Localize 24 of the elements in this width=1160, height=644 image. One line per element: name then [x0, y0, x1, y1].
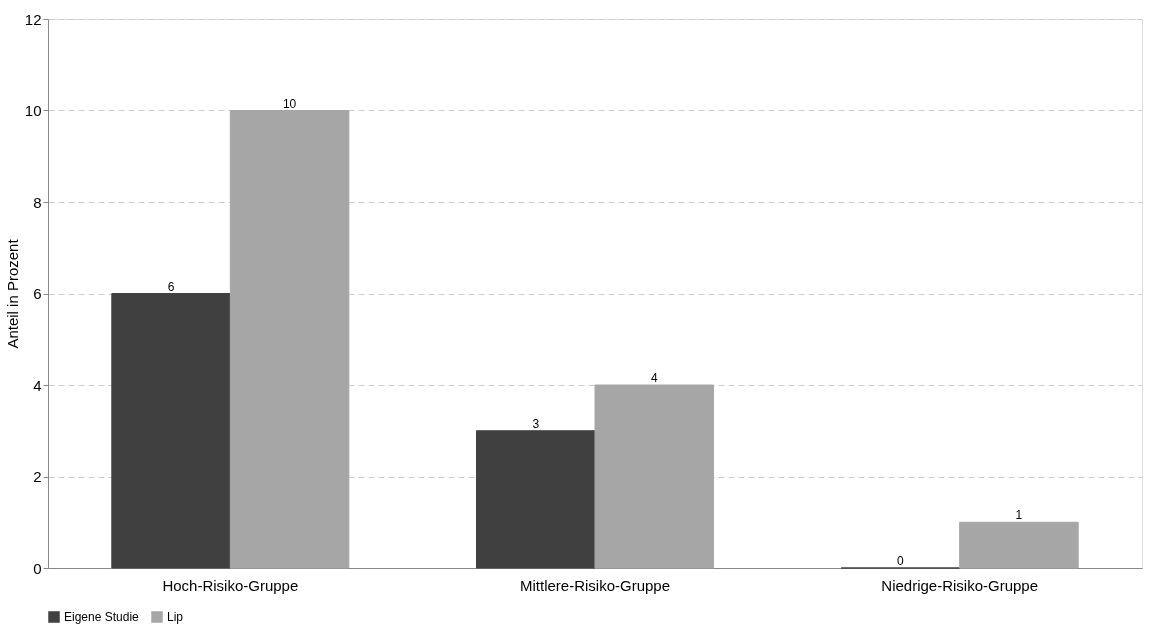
- x-tick-label: Mittlere-Risiko-Gruppe: [519, 576, 671, 594]
- y-tick-label: 0: [33, 559, 42, 577]
- bar: [229, 110, 350, 569]
- data-label: 4: [650, 371, 658, 385]
- y-tick-label: 6: [33, 285, 42, 302]
- bar: [594, 384, 715, 569]
- bar: [475, 430, 596, 569]
- x-tick-label: Hoch-Risiko-Gruppe: [162, 576, 299, 594]
- legend-label: Eigene Studie: [64, 610, 140, 624]
- x-tick-label: Niedrige-Risiko-Gruppe: [881, 576, 1039, 594]
- y-tick-label: 8: [33, 193, 42, 211]
- y-tick-label: 10: [24, 102, 42, 119]
- legend-label: Lip: [167, 610, 184, 624]
- data-label: 3: [532, 416, 540, 431]
- y-tick-label: 4: [33, 376, 42, 394]
- y-axis-title: Anteil in Prozent: [3, 238, 21, 349]
- bar: [111, 293, 231, 569]
- y-tick-label: 12: [24, 10, 42, 28]
- bar: [959, 521, 1079, 569]
- y-tick-label: 2: [33, 468, 42, 485]
- data-label: 0: [897, 554, 905, 568]
- data-label: 1: [1015, 508, 1023, 523]
- data-label: 10: [282, 96, 297, 111]
- data-label: 6: [167, 279, 175, 294]
